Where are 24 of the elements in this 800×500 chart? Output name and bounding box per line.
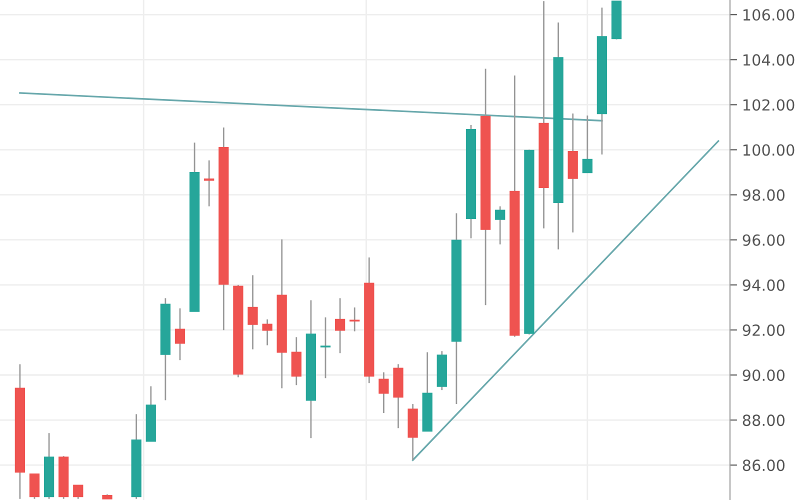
candlestick — [495, 206, 506, 246]
y-tick-label: 86.00 — [742, 460, 785, 472]
candlestick — [174, 308, 186, 361]
candlestick — [29, 473, 40, 500]
y-tick-label: 100.00 — [743, 144, 794, 156]
candlestick — [291, 336, 302, 386]
y-tick-label: 90.00 — [742, 369, 785, 382]
candlestick — [320, 316, 331, 379]
candlestick — [204, 160, 214, 207]
y-tick-label: 102.00 — [743, 99, 794, 111]
y-tick-label: 104.00 — [743, 54, 794, 66]
candlestick — [378, 372, 389, 414]
candlestick — [582, 114, 592, 174]
y-tick-label: 94.00 — [742, 279, 785, 291]
candlestick — [248, 274, 258, 350]
y-tick-label: 98.00 — [742, 189, 785, 201]
candlestick — [350, 306, 360, 332]
y-tick-label: 88.00 — [742, 414, 785, 426]
y-tick-label: 92.00 — [742, 324, 785, 336]
candlestick — [73, 484, 84, 500]
candlestick — [262, 318, 272, 346]
candlestick — [334, 298, 346, 354]
y-tick-label: 106.00 — [743, 9, 794, 21]
y-tick-label: 96.00 — [742, 234, 785, 246]
